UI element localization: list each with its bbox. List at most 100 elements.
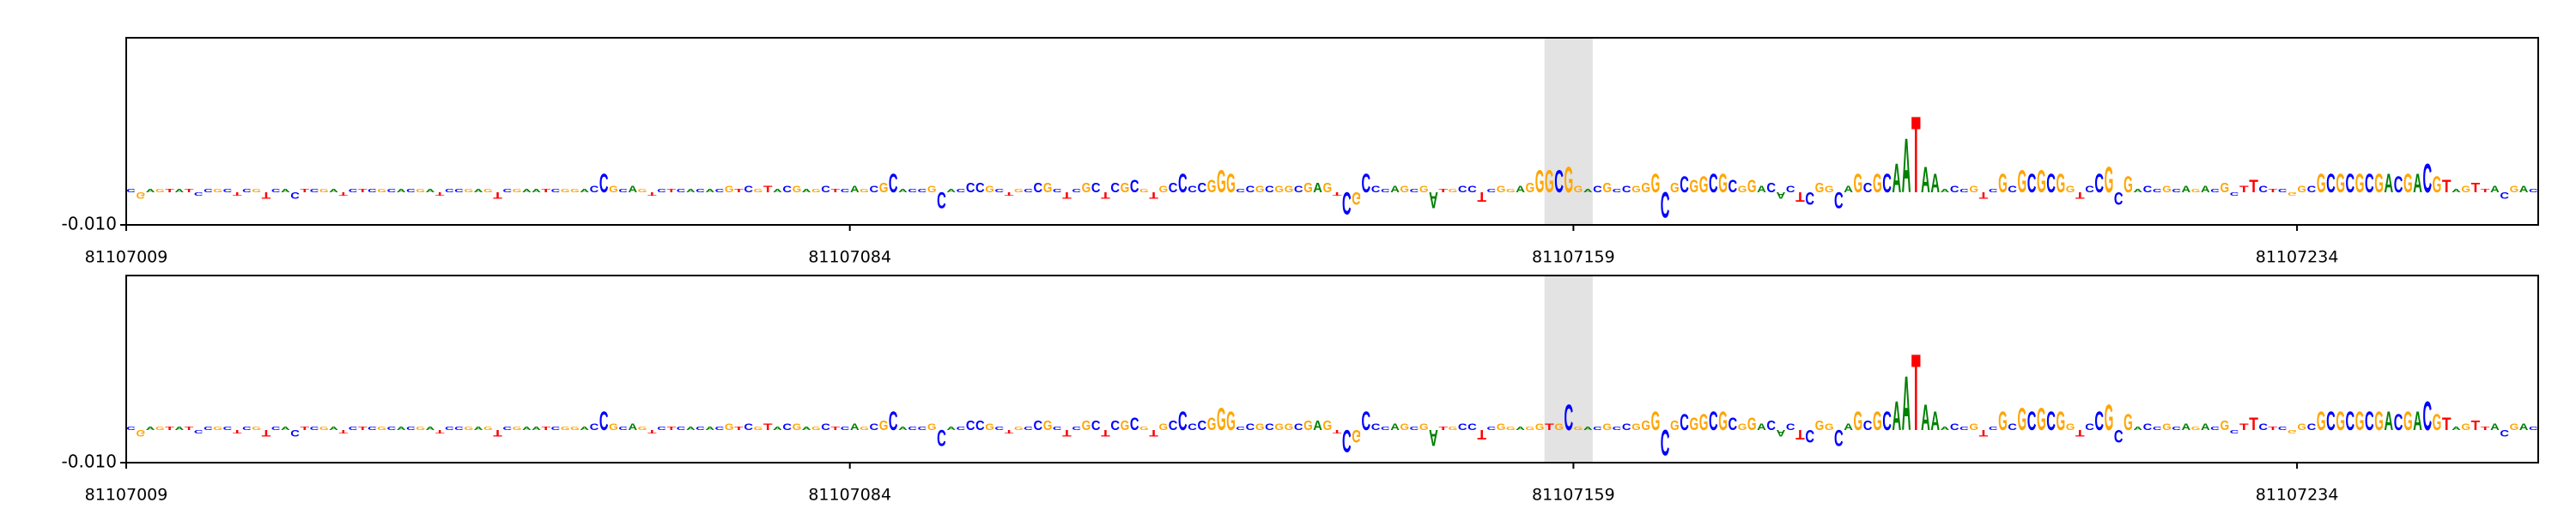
logo-letter: G [2403,168,2413,199]
logo-letter: G [1747,175,1757,196]
logo-letter: T [1333,428,1342,433]
logo-letter: T [1545,421,1554,432]
logo-letter: G [1255,184,1265,194]
logo-letter: C [1381,189,1390,194]
logo-letter: A [174,189,184,194]
logo-letter: G [1670,418,1680,433]
logo-letter: C [2326,406,2336,437]
logo-letter: G [570,189,580,194]
logo-letter: G [1419,421,1429,432]
logo-letter: C [1766,180,1776,195]
logo-letter: A [850,421,860,432]
logo-letter: C [1805,426,1814,446]
logo-letter: T [493,190,502,200]
logo-letter: A [1313,180,1322,195]
highlight-region [1544,38,1593,225]
logo-letter: A [146,427,155,432]
logo-letter: G [2123,409,2133,435]
logo-letter: C [1342,422,1352,458]
logo-letter: G [1574,184,1583,194]
logo-letter: G [2105,159,2114,200]
logo-letter: G [1854,406,1863,437]
logo-letter: C [889,406,898,437]
logo-letter: G [377,189,386,194]
logo-letter: G [252,189,261,194]
logo-letter: C [445,427,454,432]
logo-letter: G [1014,427,1024,432]
logo-letter: G [2461,184,2470,194]
logo-letter: G [1207,413,1217,433]
x-tick-label: 81107159 [1532,248,1615,267]
logo-letter: A [532,189,541,194]
logo-letter: C [551,189,561,194]
logo-letter: G [1641,180,1650,195]
logo-letter: G [985,421,994,432]
logo-letter: A [1429,187,1438,214]
logo-letter: A [1892,393,1901,439]
logo-letter: A [1583,189,1593,194]
logo-letter: T [1477,427,1486,441]
logo-letter: C [290,427,300,438]
logo-letter: A [397,427,406,432]
logo-letter: C [1863,180,1873,195]
logo-letter: C [821,421,830,432]
logo-letter: A [705,427,714,432]
logo-letter: A [522,427,532,432]
logo-letter: G [725,421,734,432]
logo-letter: C [2172,427,2181,432]
logo-letter: A [146,189,155,194]
logo-letter: G [1535,164,1545,200]
logo-letter: A [2133,427,2142,432]
logo-letter: C [841,189,850,194]
logo-letter: C [1053,427,1062,432]
logo-letter: C [1467,421,1477,432]
logo-letter: C [2346,168,2355,199]
logo-letter: G [1497,421,1506,432]
logo-letter: G [213,427,222,432]
logo-letter: T [2481,427,2490,432]
logo-letter: T [301,189,310,194]
logo-letter: G [1323,418,1333,433]
logo-letter: T [301,427,310,432]
logo-letter: A [2385,406,2394,437]
logo-letter: T [338,428,348,433]
logo-letter: C [1805,188,1814,209]
logo-letter: T [2269,427,2278,432]
logo-letter: G [609,184,618,194]
logo-letter: A [1844,184,1853,194]
logo-letter: G [2355,406,2365,437]
logo-letter: C [2094,406,2104,437]
logo-letter: C [1294,184,1303,194]
logo-letter: C [1613,189,1622,194]
logo-letter: T [435,191,445,196]
logo-letter: C [126,427,136,432]
logo-letter: T [2481,189,2490,194]
logo-letter: A [1892,155,1901,202]
logo-letter: T [358,427,368,432]
logo-letter: C [502,427,512,432]
logo-letter: C [889,168,898,199]
logo-letter: T [358,189,368,194]
logo-letter: C [2365,406,2374,437]
logo-letter: G [1631,184,1641,194]
logo-letter: C [2326,168,2336,199]
logo-letter: C [310,427,319,432]
logo-letter: A [2201,421,2210,432]
logo-letter: C [696,189,705,194]
logo-letter: G [2037,164,2046,200]
logo-letter: A [1777,427,1786,438]
logo-letter: C [657,427,666,432]
logo-letter: A [1583,427,1593,432]
logo-letter: G [1998,406,2008,437]
logo-letter: C [349,427,358,432]
logo-letter: G [1815,180,1825,195]
logo-letter: A [1844,421,1853,432]
logo-letter: C [2307,421,2317,432]
logo-letter: C [869,421,878,432]
logo-letter: C [590,184,599,194]
logo-letter: C [2422,155,2432,202]
logo-letter: C [2422,393,2432,439]
logo-letter: T [493,427,502,438]
logo-letter: G [1526,180,1535,195]
logo-letter: C [1458,184,1467,194]
